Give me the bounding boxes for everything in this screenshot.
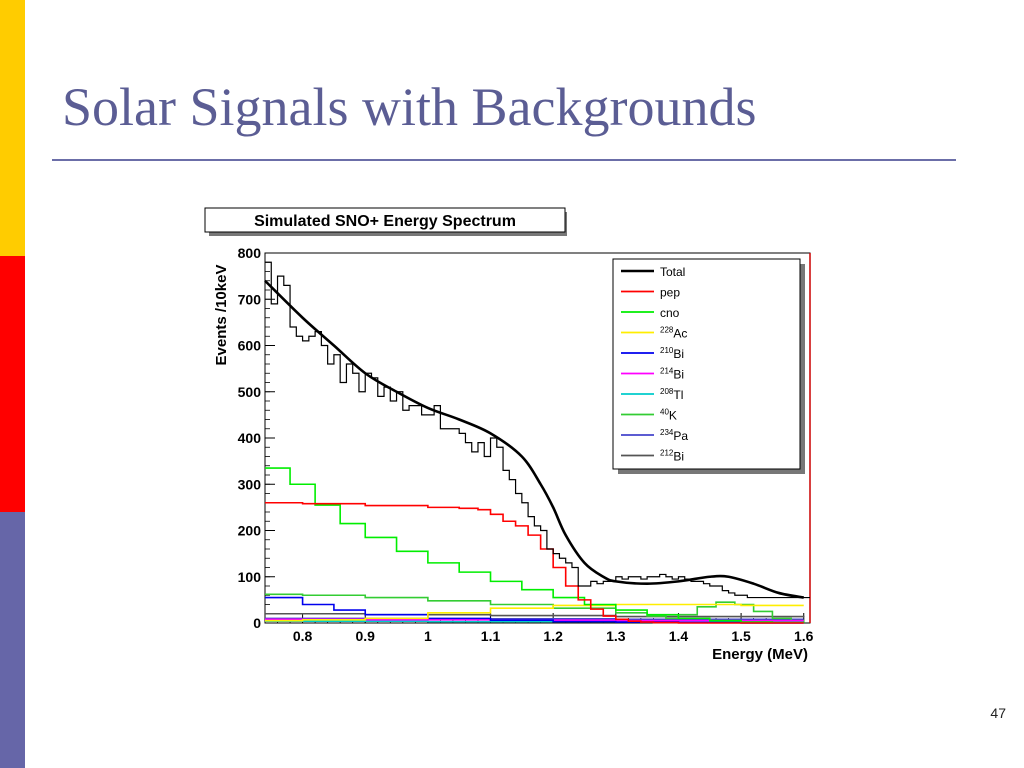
legend-label: cno [660, 306, 680, 320]
legend-label: 210Bi [660, 346, 684, 361]
x-tick-label: 1.2 [543, 628, 563, 644]
legend-label-superscript: 210 [660, 346, 674, 355]
legend-label: 234Pa [660, 428, 688, 443]
legend-label: 212Bi [660, 449, 684, 464]
legend-label-text: Pa [673, 429, 688, 443]
legend-label: 208Tl [660, 387, 683, 402]
side-bar-blue [0, 512, 25, 768]
side-bar-yellow [0, 0, 25, 256]
x-tick-label: 1.6 [794, 628, 814, 644]
legend-label-text: Bi [673, 368, 684, 382]
series-line-Total [264, 279, 804, 599]
legend-label-text: Ac [673, 327, 687, 341]
spectrum-chart: Simulated SNO+ Energy Spectrum 0.8 0.9 1 1.… [204, 207, 814, 663]
y-tick-label: 700 [238, 291, 262, 307]
legend-label-text: K [669, 409, 677, 423]
x-tick-label: 0.8 [293, 628, 313, 644]
chart-title: Simulated SNO+ Energy Spectrum [254, 213, 516, 230]
series-line-228Ac [265, 603, 804, 622]
x-tick-label: 1 [424, 628, 432, 644]
legend-label-superscript: 214 [660, 367, 674, 376]
y-tick-label: 100 [238, 569, 262, 585]
axis-ticks: 0.8 0.9 1 1.1 1.2 1.3 1.4 1.5 1.6 0 100 200 300 400 50… [238, 245, 814, 644]
chart-title-box [204, 207, 566, 233]
legend-label-text: Bi [673, 347, 684, 361]
x-axis-label: Energy (MeV) [712, 646, 808, 663]
title-divider [52, 159, 956, 161]
legend-label: Total [660, 265, 685, 279]
legend-label-superscript: 208 [660, 387, 674, 396]
x-tick-label: 1.4 [669, 628, 689, 644]
series-line-cno [265, 467, 805, 624]
x-tick-label: 0.9 [355, 628, 375, 644]
y-tick-label: 500 [238, 384, 262, 400]
side-bar-red [0, 256, 25, 512]
series-line-40K [265, 593, 805, 622]
legend-label-text: Tl [673, 388, 683, 402]
y-tick-label: 400 [238, 430, 262, 446]
x-tick-label: 1.1 [481, 628, 501, 644]
legend-label: 228Ac [660, 326, 687, 341]
legend-box [612, 258, 801, 470]
legend-label: pep [660, 286, 680, 300]
y-tick-label: 200 [238, 523, 262, 539]
y-tick-label: 600 [238, 338, 262, 354]
chart-legend: Totalpepcno228Ac210Bi214Bi208Tl40K234Pa2… [612, 258, 805, 474]
legend-label-superscript: 234 [660, 428, 674, 437]
legend-items: Totalpepcno228Ac210Bi214Bi208Tl40K234Pa2… [621, 265, 688, 464]
y-tick-label: 300 [238, 476, 262, 492]
series-layer [264, 261, 810, 624]
x-tick-label: 1.5 [731, 628, 751, 644]
y-axis-label: Events /10keV [213, 265, 230, 366]
slide-title: Solar Signals with Backgrounds [62, 77, 757, 137]
legend-label-superscript: 228 [660, 326, 674, 335]
legend-label: 214Bi [660, 367, 684, 382]
y-tick-label: 800 [238, 245, 262, 261]
legend-label-superscript: 40 [660, 408, 669, 417]
legend-label-text: Bi [673, 450, 684, 464]
x-tick-label: 1.3 [606, 628, 626, 644]
y-tick-label: 0 [253, 615, 261, 631]
legend-label-superscript: 212 [660, 449, 674, 458]
page-number: 47 [990, 705, 1006, 721]
legend-label: 40K [660, 408, 677, 423]
